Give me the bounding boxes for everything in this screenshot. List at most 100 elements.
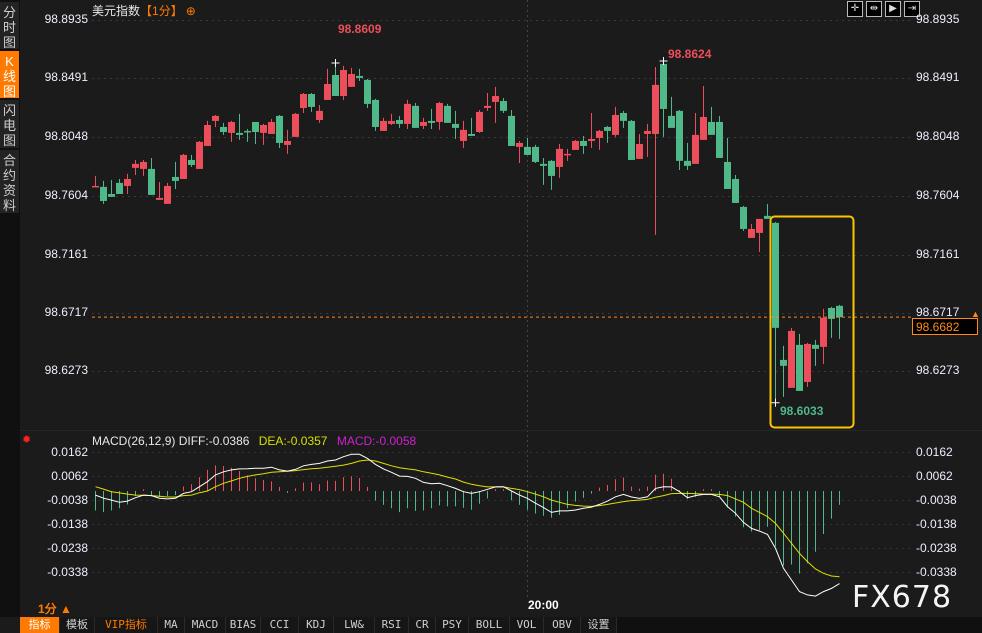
candle-up [788,330,795,388]
candle-up [124,178,131,186]
chart-title: 美元指数【1分】 ⊕ [92,2,196,19]
sidebar-tab-kline[interactable]: K线图 [0,51,19,99]
candle-up [284,140,291,145]
indicator-tabbar: 指标 模板 VIP指标 MA MACD BIAS CCI KDJ LW& RSI CR PSY BOLL… [20,617,982,633]
indicator-tab-vip[interactable]: VIP指标 [95,617,158,633]
candle-down [468,133,475,136]
candle-down [780,359,787,366]
candle-down [508,115,515,146]
candle-down [708,121,715,135]
candle-down [444,105,451,123]
indicator-tab-cci[interactable]: CCI [261,617,299,633]
candle-down [116,182,123,194]
zoom-range-icon[interactable]: ⇹ [866,1,882,17]
highlight-box [769,215,855,429]
price-axis-tick-right: 98.8935 [916,12,960,26]
candle-up [700,116,707,140]
indicator-tab-[interactable]: 设置 [581,617,617,633]
time-axis-label: 20:00 [528,598,559,612]
add-indicator-icon[interactable]: ⊕ [185,4,196,18]
indicator-tab-psy[interactable]: PSY [436,617,469,633]
candle-down [812,344,819,349]
indicator-tab-bias[interactable]: BIAS [226,617,261,633]
candle-up [804,343,811,382]
crosshair-icon[interactable]: ✛ [847,1,863,17]
indicator-tab-macd[interactable]: MACD [185,617,226,633]
price-axis-tick-left: 98.7604 [44,188,88,202]
candle-up [180,154,187,179]
candle-down [628,120,635,160]
sidebar-tab-flash[interactable]: 闪电图 [0,100,19,148]
high-label-1: 98.8609 [338,22,382,36]
candle-down [148,168,155,195]
candle-up [588,138,595,141]
macd-axis-tick-right: -0.0138 [916,517,957,531]
indicator-tab-ma[interactable]: MA [158,617,185,633]
price-axis-tick-left: 98.8491 [44,70,88,84]
candle-down [532,146,539,162]
indicator-tab-vol[interactable]: VOL [510,617,544,633]
indicator-settings-icon[interactable]: ✹ [22,434,32,446]
symbol-name: 美元指数 [92,4,141,18]
chart-toolbar: ✛ ⇹ ▶ ⇥ [847,1,920,17]
macd-diff-line [95,453,840,597]
macd-axis-tick-left: 0.0162 [51,445,88,459]
price-axis-tick-right: 98.7161 [916,247,960,261]
extreme-marker-icon [331,58,340,67]
candle-down [276,115,283,143]
candle-up [340,69,347,96]
indicator-tab-lw[interactable]: LW& [334,617,375,633]
candle-down [452,123,459,128]
macd-axis-tick-right: -0.0338 [916,565,957,579]
candle-down [524,146,531,155]
indicator-tab-[interactable]: 模板 [60,617,95,633]
timeframe-toggle[interactable]: 1分 ▲ [38,602,72,616]
candle-up [820,317,827,347]
sidebar-tab-contract-info[interactable]: 合约资料 [0,150,19,213]
candle-up [324,83,331,100]
candle-up [260,124,267,133]
indicator-tab-cr[interactable]: CR [409,617,436,633]
candle-down [220,126,227,132]
macd-axis-tick-left: -0.0338 [47,565,88,579]
jump-end-icon[interactable]: ⇥ [904,1,920,17]
candle-up [196,141,203,169]
sidebar-tab-timeshare[interactable]: 分时图 [0,2,19,50]
indicator-tab-obv[interactable]: OBV [544,617,581,633]
candle-up [132,163,139,168]
macd-axis-tick-right: -0.0238 [916,541,957,555]
indicator-tab-kdj[interactable]: KDJ [299,617,334,633]
candle-down [580,140,587,146]
candle-up [596,130,603,138]
macd-axis-tick-right: 0.0162 [916,445,953,459]
candle-up [436,102,443,122]
macd-axis-tick-left: -0.0238 [47,541,88,555]
candle-down [500,100,507,111]
indicator-tab-boll[interactable]: BOLL [469,617,510,633]
indicator-tab-rsi[interactable]: RSI [375,617,409,633]
candle-up [636,143,643,159]
candle-down [716,121,723,158]
current-price-label: 98.6682 [912,318,978,335]
candle-down [356,75,363,78]
candle-down [828,307,835,319]
candle-down [236,132,243,135]
candle-down [836,305,843,318]
candle-down [796,344,803,391]
candle-down [548,160,555,176]
candle-up [756,218,763,233]
timeframe-selector[interactable]: 【1分】 [140,4,183,18]
candle-down [108,193,115,197]
candle-up [164,185,171,204]
price-axis-tick-right: 98.6273 [916,363,960,377]
candle-down [364,79,371,104]
candle-up [268,121,275,134]
indicator-tab-[interactable]: 指标 [20,617,60,633]
candle-down [676,110,683,161]
candle-up [692,134,699,164]
price-axis-tick-left: 98.6273 [44,363,88,377]
candle-up [572,140,579,150]
play-forward-icon[interactable]: ▶ [885,1,901,17]
